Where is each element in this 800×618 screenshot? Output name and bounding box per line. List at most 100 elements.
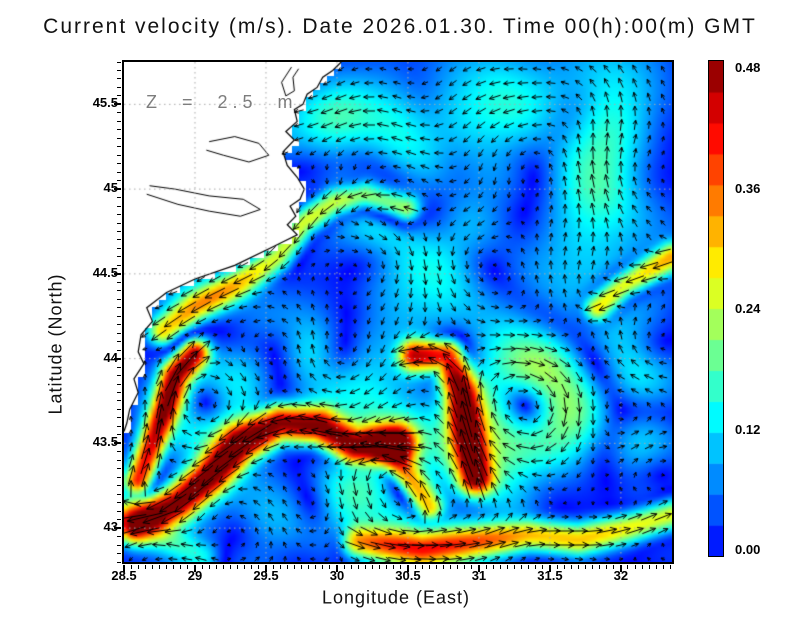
x-tick-mark (193, 565, 196, 572)
x-tick-mark (591, 565, 593, 569)
x-tick-mark (556, 565, 558, 569)
y-tick-mark (117, 171, 121, 173)
x-tick-mark (599, 565, 601, 569)
x-tick-mark (180, 565, 182, 569)
x-tick-mark (670, 565, 672, 569)
colorbar-tick-label: 0.00 (735, 542, 761, 557)
x-tick-mark (542, 565, 544, 569)
colorbar (708, 60, 724, 557)
y-tick-mark (117, 239, 121, 241)
y-tick-mark (117, 315, 121, 317)
x-tick-mark (144, 565, 146, 569)
x-tick-mark (364, 565, 366, 569)
x-tick-mark (329, 565, 331, 569)
y-tick-mark (117, 366, 121, 368)
x-tick-mark (435, 565, 437, 569)
x-tick-mark (414, 565, 416, 569)
colorbar-tick-label: 0.24 (735, 301, 761, 316)
x-tick-mark (208, 565, 210, 569)
y-tick-mark (117, 112, 121, 114)
x-tick-mark (655, 565, 657, 569)
y-tick-mark (117, 459, 121, 461)
x-tick-mark (151, 565, 153, 569)
x-tick-mark (279, 565, 281, 569)
x-tick-label: 28.5 (111, 568, 137, 583)
x-tick-mark (577, 565, 579, 569)
y-tick-mark (117, 256, 121, 258)
x-tick-mark (548, 565, 551, 572)
y-tick-mark (117, 214, 121, 216)
y-tick-mark (114, 527, 121, 530)
x-tick-mark (513, 565, 515, 569)
y-tick-mark (117, 332, 121, 334)
y-tick-mark (117, 434, 121, 436)
x-tick-label: 29 (187, 568, 203, 583)
y-tick-mark (114, 188, 121, 191)
y-tick-mark (117, 493, 121, 495)
y-tick-mark (117, 61, 121, 63)
x-tick-mark (627, 565, 629, 569)
y-tick-mark (114, 103, 121, 106)
x-tick-mark (528, 565, 530, 569)
x-tick-mark (570, 565, 572, 569)
y-tick-mark (117, 553, 121, 555)
x-tick-mark (158, 565, 160, 569)
x-tick-mark (222, 565, 224, 569)
y-tick-mark (114, 442, 121, 445)
x-tick-mark (563, 565, 565, 569)
x-tick-mark (187, 565, 189, 569)
x-tick-mark (335, 565, 338, 572)
x-tick-mark (215, 565, 217, 569)
x-tick-mark (322, 565, 324, 569)
y-tick-mark (117, 163, 121, 165)
y-tick-mark (117, 485, 121, 487)
y-tick-mark (117, 281, 121, 283)
colorbar-tick-label: 0.48 (735, 60, 761, 75)
y-tick-label: 43 (103, 519, 118, 535)
y-tick-mark (117, 502, 121, 504)
figure-title: Current velocity (m/s). Date 2026.01.30.… (43, 15, 757, 38)
y-tick-label: 45.5 (92, 95, 118, 111)
x-tick-mark (237, 565, 239, 569)
z-depth-annotation: Z = 2.5 m (146, 92, 298, 112)
y-tick-mark (117, 298, 121, 300)
velocity-field-canvas (124, 62, 672, 562)
x-tick-mark (201, 565, 203, 569)
y-tick-mark (117, 408, 121, 410)
y-tick-mark (117, 137, 121, 139)
y-tick-mark (117, 264, 121, 266)
x-tick-label: 29.5 (253, 568, 279, 583)
x-tick-mark (315, 565, 317, 569)
y-tick-label: 44.5 (92, 264, 118, 280)
y-tick-mark (117, 400, 121, 402)
x-tick-mark (506, 565, 508, 569)
x-tick-mark (308, 565, 310, 569)
colorbar-gradient (709, 61, 723, 556)
x-tick-mark (400, 565, 402, 569)
x-tick-mark (229, 565, 231, 569)
y-tick-mark (117, 307, 121, 309)
x-tick-mark (457, 565, 459, 569)
y-tick-mark (117, 129, 121, 131)
y-tick-mark (117, 425, 121, 427)
x-tick-mark (393, 565, 395, 569)
y-tick-mark (114, 357, 121, 360)
y-tick-mark (117, 519, 121, 521)
y-tick-mark (117, 476, 121, 478)
x-tick-label: 32 (613, 568, 629, 583)
y-tick-mark (117, 69, 121, 71)
x-tick-mark (272, 565, 274, 569)
x-tick-mark (244, 565, 246, 569)
y-tick-mark (117, 146, 121, 148)
x-tick-mark (606, 565, 608, 569)
x-tick-mark (464, 565, 466, 569)
x-tick-mark (485, 565, 487, 569)
x-tick-mark (584, 565, 586, 569)
x-tick-mark (343, 565, 345, 569)
colorbar-tick-label: 0.12 (735, 421, 761, 437)
x-tick-mark (379, 565, 381, 569)
y-tick-mark (117, 290, 121, 292)
y-tick-mark (117, 78, 121, 80)
x-tick-mark (258, 565, 260, 569)
